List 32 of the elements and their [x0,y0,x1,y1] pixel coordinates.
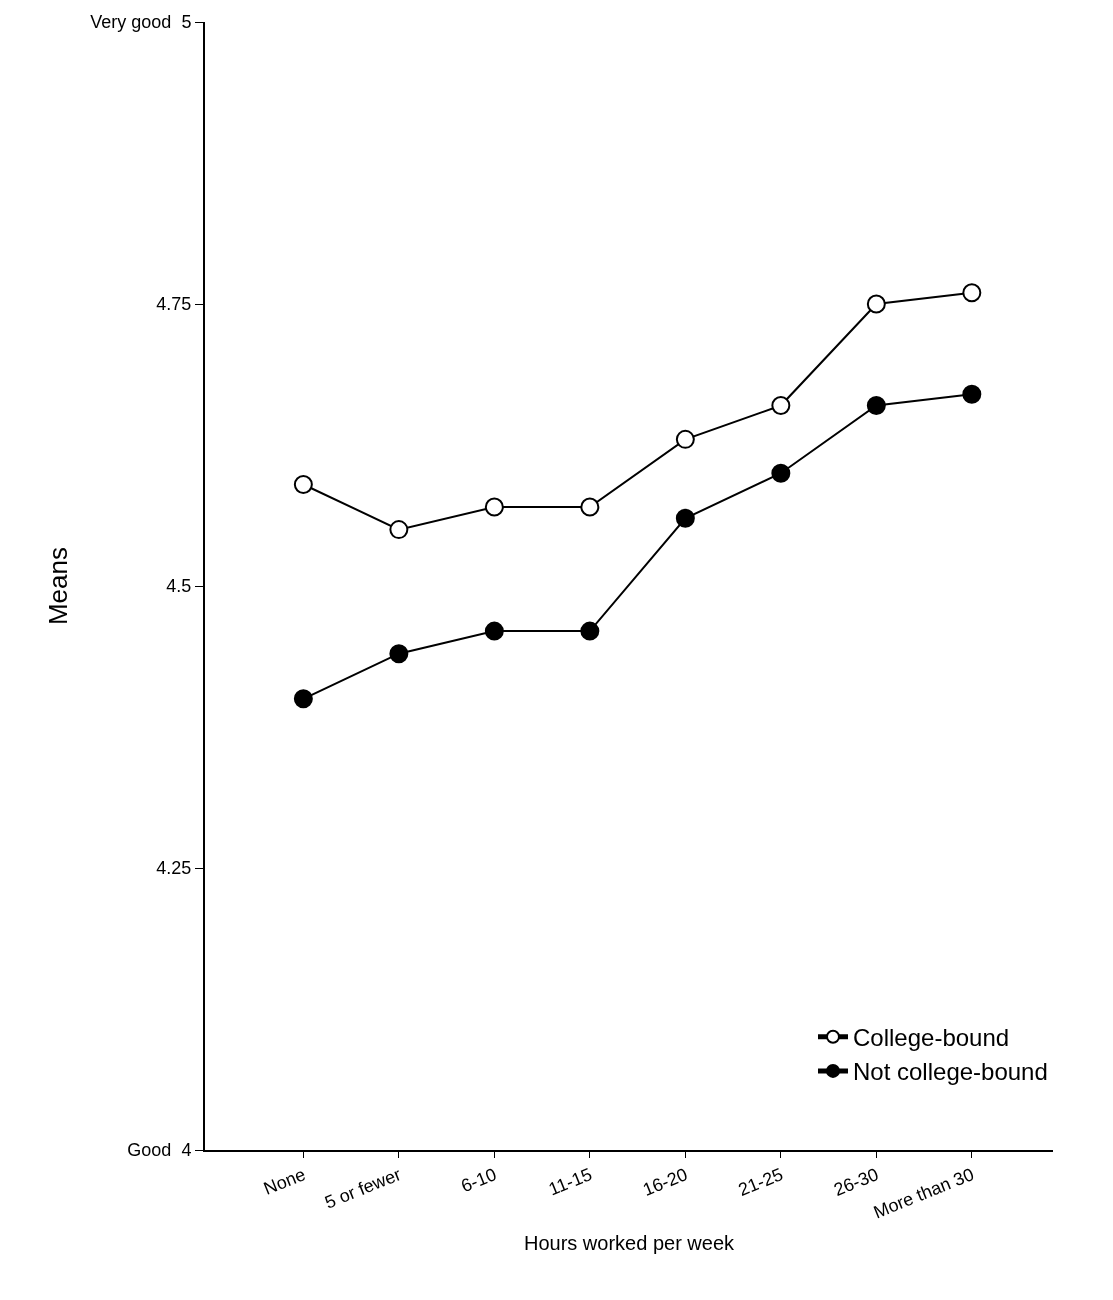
point [293,474,313,494]
point [580,621,600,641]
point [389,520,409,540]
x-tick-label: 21-25 [735,1164,786,1200]
y-tick-label: Very good 5 [90,12,192,33]
x-tick-label: 11-15 [545,1164,595,1200]
x-tick-label: 5 or fewer [322,1164,404,1213]
legend-label: Not college-bound [853,1058,1048,1086]
x-tick-label: 6-10 [458,1164,500,1197]
point [675,508,695,528]
y-axis-title: Means [43,546,74,626]
point [962,384,982,404]
legend-label: College-bound [853,1024,1010,1052]
point [962,283,982,303]
point [484,497,504,517]
y-tick-label: Good 4 [127,1140,192,1161]
x-tick-label: 16-20 [640,1164,691,1200]
point [771,463,791,483]
y-tick-label: 4.75 [156,294,192,315]
y-tick-label: 4.25 [156,858,192,879]
point [866,396,886,416]
y-tick-label: 4.5 [166,576,192,597]
point [866,294,886,314]
point [484,621,504,641]
x-tick-label: None [260,1164,309,1199]
point [675,429,695,449]
x-tick-label: 26-30 [831,1164,882,1200]
x-axis-title: Hours worked per week [523,1232,736,1255]
point [389,644,409,664]
point [580,497,600,517]
point [293,689,313,709]
point [771,396,791,416]
